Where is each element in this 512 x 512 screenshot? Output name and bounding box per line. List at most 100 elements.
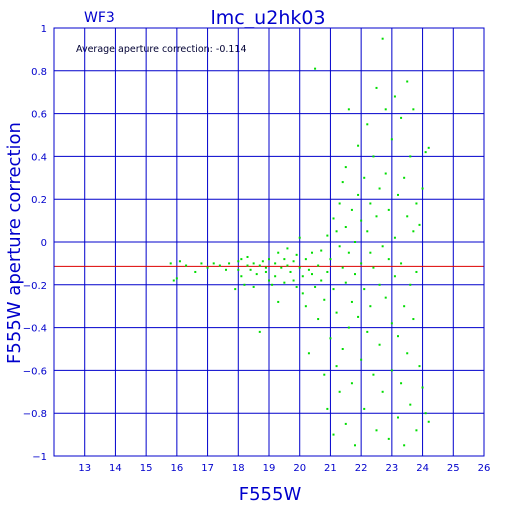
data-point bbox=[393, 95, 396, 98]
data-point bbox=[311, 273, 313, 276]
data-point bbox=[357, 193, 360, 196]
data-point bbox=[381, 245, 384, 248]
data-point bbox=[363, 176, 366, 179]
data-point bbox=[283, 281, 286, 284]
data-point bbox=[335, 230, 338, 233]
y-tick-label: 0 bbox=[41, 238, 47, 249]
data-point bbox=[237, 260, 240, 263]
x-tick-label: 23 bbox=[385, 463, 398, 474]
data-point bbox=[271, 283, 274, 286]
data-point bbox=[295, 253, 298, 256]
data-point bbox=[400, 382, 403, 385]
x-tick-label: 21 bbox=[324, 463, 337, 474]
data-point bbox=[390, 138, 393, 141]
data-point bbox=[350, 382, 353, 385]
data-point bbox=[240, 258, 243, 261]
x-tick-label: 15 bbox=[140, 463, 153, 474]
data-point bbox=[387, 437, 390, 440]
data-point bbox=[372, 373, 375, 376]
data-point bbox=[277, 251, 280, 254]
data-point bbox=[418, 223, 421, 226]
x-tick-label: 26 bbox=[478, 463, 491, 474]
data-point bbox=[218, 264, 221, 267]
data-point bbox=[412, 318, 415, 321]
data-point bbox=[421, 386, 424, 389]
data-point bbox=[409, 283, 412, 286]
data-point bbox=[338, 390, 341, 393]
data-point bbox=[286, 247, 289, 250]
data-point bbox=[403, 176, 406, 179]
data-point bbox=[387, 208, 390, 211]
data-point bbox=[375, 86, 378, 89]
data-point bbox=[366, 230, 369, 233]
data-point bbox=[243, 283, 246, 286]
data-point bbox=[344, 226, 347, 229]
data-point bbox=[387, 258, 390, 261]
plot-frame bbox=[53, 27, 485, 457]
data-point bbox=[347, 108, 350, 111]
data-point bbox=[320, 249, 323, 252]
data-point bbox=[412, 230, 415, 233]
data-point bbox=[311, 251, 313, 254]
data-point bbox=[298, 236, 301, 239]
chart-title: lmc_u2hk03 bbox=[210, 7, 325, 29]
y-tick-label: −0.6 bbox=[23, 366, 47, 377]
y-tick-label: 0.2 bbox=[31, 195, 47, 206]
data-point bbox=[286, 264, 289, 267]
data-point bbox=[341, 348, 344, 350]
data-point bbox=[397, 335, 399, 338]
data-point bbox=[406, 352, 409, 355]
data-point bbox=[268, 279, 270, 282]
y-tick-label: 0.8 bbox=[31, 67, 47, 78]
data-point bbox=[363, 288, 366, 291]
data-point bbox=[172, 279, 175, 282]
data-point bbox=[301, 275, 304, 278]
data-point bbox=[393, 275, 396, 278]
data-point bbox=[347, 251, 350, 254]
x-tick-label: 22 bbox=[355, 463, 368, 474]
data-point bbox=[289, 270, 292, 273]
data-point bbox=[363, 407, 366, 410]
data-point bbox=[412, 108, 415, 111]
data-point bbox=[424, 412, 427, 415]
x-tick-label: 17 bbox=[201, 463, 214, 474]
data-point bbox=[397, 193, 399, 196]
data-point bbox=[258, 330, 261, 333]
data-point bbox=[409, 403, 412, 406]
data-point bbox=[378, 343, 381, 346]
data-point bbox=[264, 270, 267, 273]
data-point bbox=[424, 151, 427, 154]
data-point bbox=[185, 264, 188, 267]
data-point bbox=[206, 266, 209, 269]
data-point bbox=[366, 123, 369, 126]
data-point bbox=[280, 266, 283, 269]
data-point bbox=[397, 416, 399, 419]
x-axis-label: F555W bbox=[239, 484, 302, 505]
data-point bbox=[255, 273, 258, 276]
data-point bbox=[384, 296, 387, 299]
data-point bbox=[421, 187, 424, 190]
data-point bbox=[268, 258, 270, 261]
data-point bbox=[304, 258, 307, 261]
data-point bbox=[406, 215, 409, 218]
data-point bbox=[344, 281, 347, 284]
data-point bbox=[194, 270, 197, 273]
data-point bbox=[384, 172, 387, 175]
data-point bbox=[277, 300, 280, 303]
data-point bbox=[292, 260, 295, 263]
data-point bbox=[252, 262, 255, 265]
data-point bbox=[375, 429, 378, 432]
data-point bbox=[418, 365, 421, 368]
data-point bbox=[347, 326, 350, 329]
data-point bbox=[175, 277, 178, 280]
data-point bbox=[406, 80, 409, 83]
data-point bbox=[372, 155, 375, 158]
x-tick-label: 19 bbox=[263, 463, 276, 474]
data-point bbox=[314, 285, 317, 288]
data-point bbox=[360, 262, 363, 265]
data-point bbox=[344, 166, 347, 169]
data-point bbox=[354, 241, 356, 243]
data-point bbox=[332, 288, 335, 291]
data-point bbox=[338, 245, 341, 248]
